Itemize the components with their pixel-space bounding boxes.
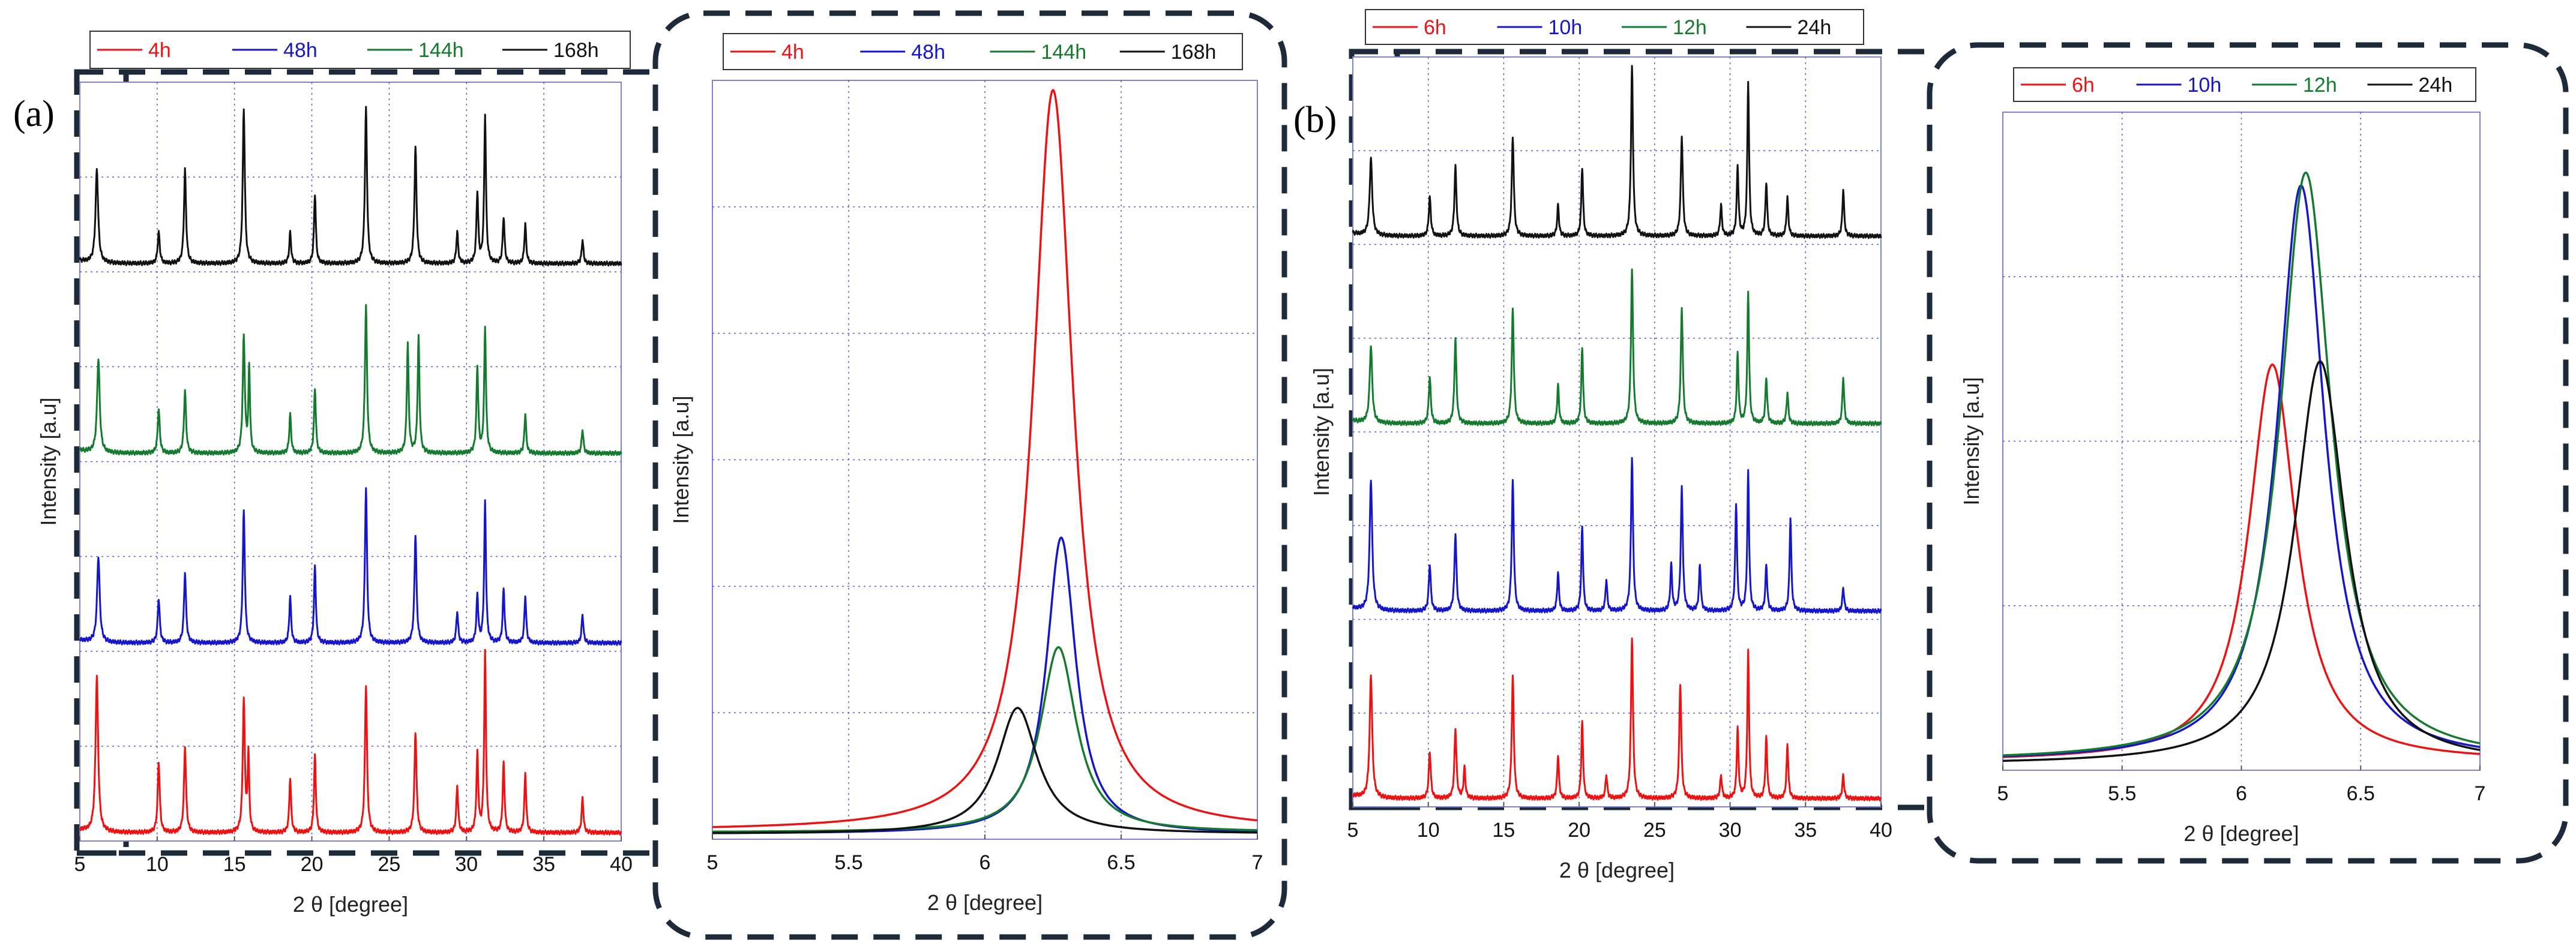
series-line-144h xyxy=(79,304,622,457)
legend-label-48h: 48h xyxy=(283,39,317,62)
x-axis-title: 2 θ [degree] xyxy=(293,892,408,917)
x-tick-label: 10 xyxy=(146,853,169,876)
series-line-6h xyxy=(1352,637,1882,801)
x-tick-label: 6.5 xyxy=(1107,851,1135,874)
chart-a-zoom: 5 5.5 6 6.5 7 2 θ [degree] Intensity [a.u] 4h 48… xyxy=(669,33,1263,915)
x-tick-label: 40 xyxy=(1870,819,1892,842)
series-line-10h xyxy=(1352,457,1882,614)
panel-b-label: (b) xyxy=(1293,100,1337,140)
series-line-24h xyxy=(1352,65,1882,239)
x-tick-label: 30 xyxy=(455,853,478,876)
series-line-168h xyxy=(79,106,622,267)
y-axis-title: Intensity [a.u] xyxy=(669,395,693,524)
legend-label-48h: 48h xyxy=(911,41,945,64)
x-tick-label: 35 xyxy=(1794,819,1817,842)
callout-box-b-zoom xyxy=(1927,42,2569,864)
series-line-168h xyxy=(712,707,1258,834)
x-tick-label: 6 xyxy=(980,851,991,874)
legend-label-6h: 6h xyxy=(1424,16,1446,39)
panel-a-label: (a) xyxy=(13,94,55,134)
callout-box-a-zoom xyxy=(652,10,1287,940)
x-tick-label: 7 xyxy=(2475,782,2486,805)
x-tick-label: 15 xyxy=(223,853,246,876)
x-tick-label: 5 xyxy=(707,851,718,874)
chart-b-full: 5 10 15 20 25 30 35 40 2 θ [degree] Intensity [a.… xyxy=(1309,9,1892,882)
x-tick-label: 20 xyxy=(301,853,324,876)
x-tick-label: 15 xyxy=(1493,819,1515,842)
x-axis-title: 2 θ [degree] xyxy=(927,890,1043,915)
legend-label-12h: 12h xyxy=(2303,74,2337,97)
y-axis-title: Intensity [a.u] xyxy=(1959,377,1984,505)
y-axis-title: Intensity [a.u] xyxy=(36,397,61,525)
x-tick-label: 10 xyxy=(1417,819,1440,842)
x-axis-title: 2 θ [degree] xyxy=(2183,821,2299,846)
legend-label-4h: 4h xyxy=(781,41,804,64)
chart-a-full: 5 10 15 20 25 30 35 40 2 θ [degree] Intensity [a.… xyxy=(36,31,633,917)
legend-label-10h: 10h xyxy=(2188,74,2222,97)
x-tick-label: 7 xyxy=(1252,851,1263,874)
legend-label-168h: 168h xyxy=(1171,41,1217,64)
series-line-24h xyxy=(2002,360,2481,762)
y-axis-title: Intensity [a.u] xyxy=(1309,368,1334,496)
series-line-12h xyxy=(2002,171,2481,756)
x-tick-label: 25 xyxy=(1643,819,1666,842)
legend-label-4h: 4h xyxy=(148,39,171,62)
x-tick-label: 5 xyxy=(1997,782,2009,805)
legend-label-12h: 12h xyxy=(1673,16,1707,39)
legend-label-10h: 10h xyxy=(1548,16,1583,39)
series-line-12h xyxy=(1352,268,1882,427)
x-tick-label: 25 xyxy=(378,853,401,876)
x-tick-label: 5 xyxy=(1347,819,1359,842)
legend-label-6h: 6h xyxy=(2072,74,2095,97)
legend-box xyxy=(89,31,631,69)
series-line-48h xyxy=(79,487,622,646)
legend-label-144h: 144h xyxy=(1041,41,1087,64)
x-tick-label: 5 xyxy=(74,853,86,876)
x-tick-label: 20 xyxy=(1568,819,1590,842)
x-tick-label: 6.5 xyxy=(2347,782,2375,805)
x-tick-label: 30 xyxy=(1719,819,1742,842)
x-tick-label: 5.5 xyxy=(2108,782,2136,805)
x-tick-label: 40 xyxy=(610,853,633,876)
x-tick-label: 35 xyxy=(532,853,555,876)
x-tick-label: 6 xyxy=(2236,782,2247,805)
legend-label-24h: 24h xyxy=(1798,16,1832,39)
legend-label-144h: 144h xyxy=(418,39,464,62)
series-line-144h xyxy=(712,646,1258,833)
x-tick-label: 5.5 xyxy=(834,851,862,874)
series-line-4h xyxy=(79,648,622,836)
series-line-4h xyxy=(712,89,1258,828)
x-axis-title: 2 θ [degree] xyxy=(1559,858,1675,882)
legend-label-168h: 168h xyxy=(553,39,599,62)
chart-b-zoom: 5 5.5 6 6.5 7 2 θ [degree] Intensity [a.u] 6h 10… xyxy=(1959,67,2486,846)
legend-label-24h: 24h xyxy=(2419,74,2453,97)
